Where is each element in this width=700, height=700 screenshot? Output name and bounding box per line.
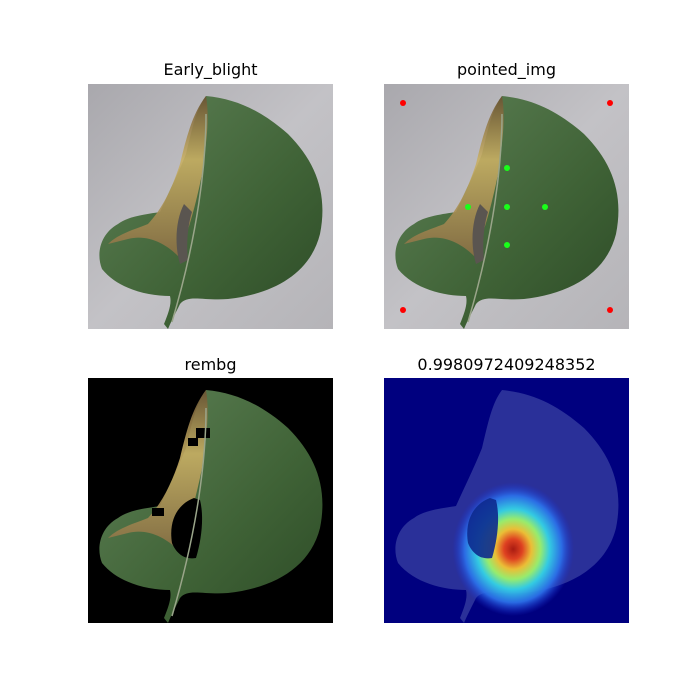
corner-point-top-right xyxy=(607,100,613,106)
corner-point-bottom-right xyxy=(607,307,613,313)
center-point-bottom xyxy=(504,242,510,248)
panel-title-score: 0.9980972409248352 xyxy=(417,355,596,374)
leaf xyxy=(395,96,619,329)
corner-points xyxy=(400,100,613,313)
corner-point-bottom-left xyxy=(400,307,406,313)
heatmap-activation xyxy=(430,440,590,616)
center-point-middle xyxy=(504,204,510,210)
center-point-left xyxy=(465,204,471,210)
center-points xyxy=(465,165,548,248)
heatmap-leaf-image xyxy=(384,378,629,623)
pointed-leaf-image xyxy=(384,84,629,329)
center-point-right xyxy=(542,204,548,210)
corner-point-top-left xyxy=(400,100,406,106)
leaf-cutout xyxy=(99,390,323,623)
original-leaf-image xyxy=(88,84,333,329)
rembg-leaf-image xyxy=(88,378,333,623)
panel-title-original: Early_blight xyxy=(163,60,258,79)
center-point-top xyxy=(504,165,510,171)
leaf xyxy=(99,96,323,329)
panel-title-rembg: rembg xyxy=(184,355,237,374)
panel-title-pointed: pointed_img xyxy=(457,60,556,79)
